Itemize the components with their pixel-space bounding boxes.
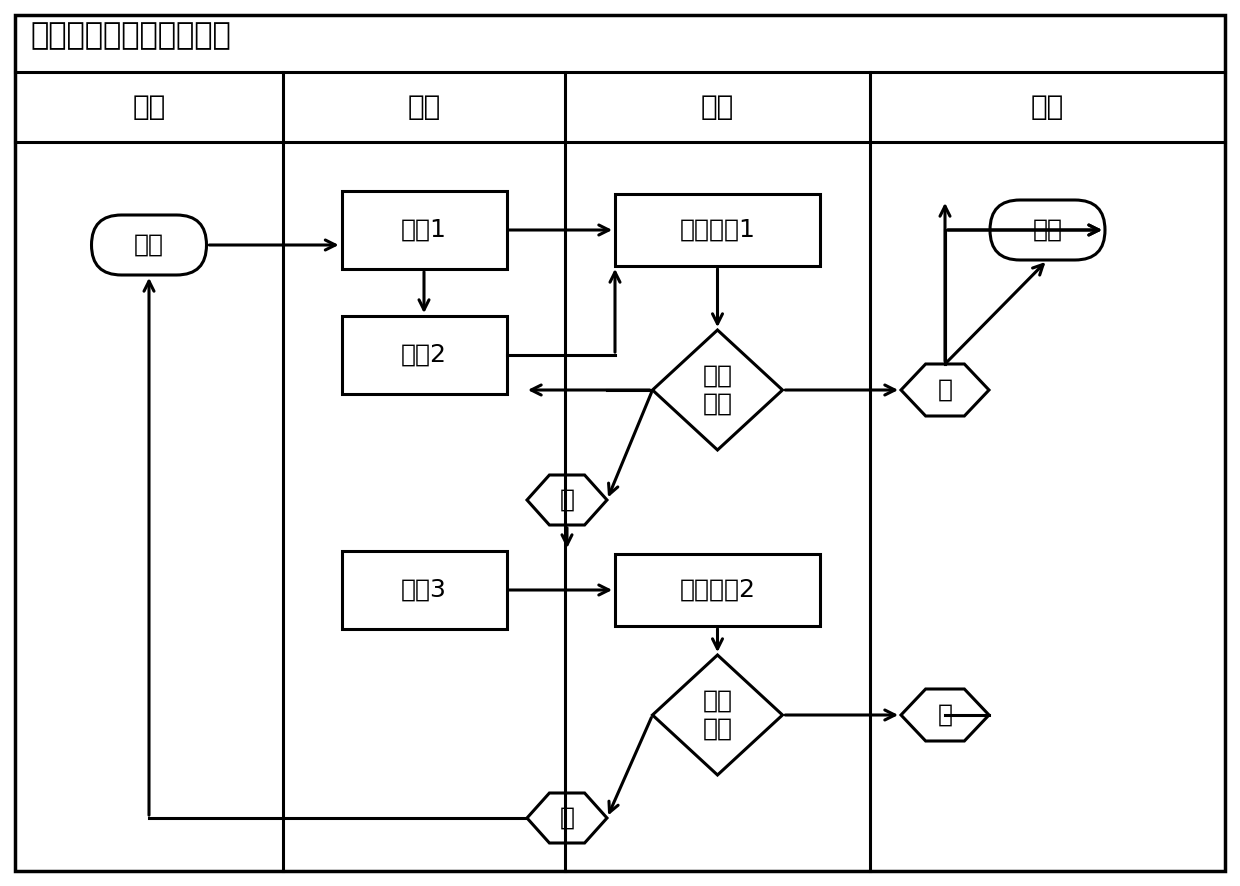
Text: 是: 是: [937, 378, 952, 402]
Polygon shape: [652, 655, 782, 775]
Bar: [615, 194, 820, 266]
FancyBboxPatch shape: [990, 200, 1105, 260]
Text: 结果比对2: 结果比对2: [680, 578, 755, 602]
Text: 处理: 处理: [408, 93, 440, 121]
Polygon shape: [527, 793, 608, 843]
Text: 结果比对1: 结果比对1: [680, 218, 755, 242]
Polygon shape: [901, 689, 990, 741]
Bar: [615, 554, 820, 626]
Text: 非绑定异步冗余容错模型: 非绑定异步冗余容错模型: [30, 21, 231, 51]
Text: 输出: 输出: [1033, 218, 1063, 242]
Text: 是否
一致: 是否 一致: [703, 689, 733, 741]
Text: 处理3: 处理3: [401, 578, 446, 602]
FancyBboxPatch shape: [92, 215, 207, 275]
Text: 是否
一致: 是否 一致: [703, 364, 733, 416]
Bar: [341, 551, 506, 629]
Text: 是: 是: [937, 703, 952, 727]
Text: 否: 否: [559, 806, 574, 830]
Polygon shape: [527, 475, 608, 525]
Bar: [341, 316, 506, 394]
Text: 输出: 输出: [1030, 93, 1064, 121]
Text: 处理2: 处理2: [401, 343, 446, 367]
Text: 比对: 比对: [701, 93, 734, 121]
Text: 处理1: 处理1: [401, 218, 446, 242]
Text: 输入: 输入: [134, 233, 164, 257]
Text: 输入: 输入: [133, 93, 166, 121]
Bar: [341, 191, 506, 269]
Polygon shape: [901, 364, 990, 416]
Polygon shape: [652, 330, 782, 450]
Text: 否: 否: [559, 488, 574, 512]
